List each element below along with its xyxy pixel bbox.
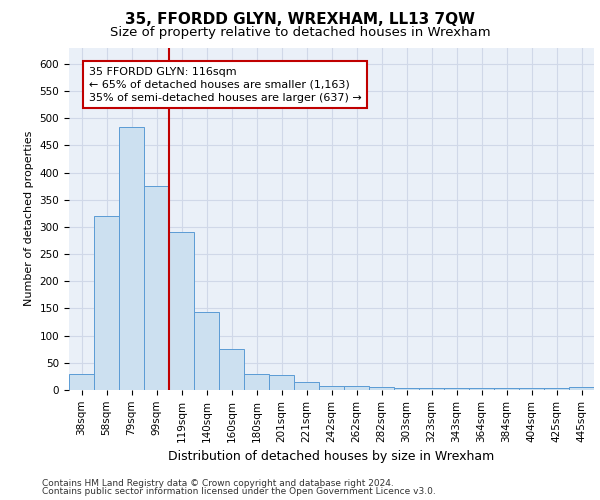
Bar xyxy=(144,186,169,390)
Text: Contains HM Land Registry data © Crown copyright and database right 2024.: Contains HM Land Registry data © Crown c… xyxy=(42,478,394,488)
Bar xyxy=(269,376,294,390)
Bar xyxy=(94,216,119,390)
Bar xyxy=(69,374,94,390)
Text: 35 FFORDD GLYN: 116sqm
← 65% of detached houses are smaller (1,163)
35% of semi-: 35 FFORDD GLYN: 116sqm ← 65% of detached… xyxy=(89,66,362,103)
Text: Size of property relative to detached houses in Wrexham: Size of property relative to detached ho… xyxy=(110,26,490,39)
Bar xyxy=(169,232,194,390)
Text: 35, FFORDD GLYN, WREXHAM, LL13 7QW: 35, FFORDD GLYN, WREXHAM, LL13 7QW xyxy=(125,12,475,28)
Y-axis label: Number of detached properties: Number of detached properties xyxy=(24,131,34,306)
Text: Contains public sector information licensed under the Open Government Licence v3: Contains public sector information licen… xyxy=(42,487,436,496)
Bar xyxy=(444,388,469,390)
Bar xyxy=(569,388,594,390)
Bar xyxy=(294,382,319,390)
Bar xyxy=(319,386,344,390)
Bar xyxy=(194,312,219,390)
Bar xyxy=(119,128,144,390)
Bar xyxy=(244,374,269,390)
Bar xyxy=(219,349,244,390)
Bar xyxy=(419,388,444,390)
Bar xyxy=(494,388,519,390)
Bar xyxy=(469,388,494,390)
Bar xyxy=(544,388,569,390)
Bar xyxy=(394,388,419,390)
X-axis label: Distribution of detached houses by size in Wrexham: Distribution of detached houses by size … xyxy=(169,450,494,463)
Bar xyxy=(369,388,394,390)
Bar xyxy=(344,386,369,390)
Bar xyxy=(519,388,544,390)
